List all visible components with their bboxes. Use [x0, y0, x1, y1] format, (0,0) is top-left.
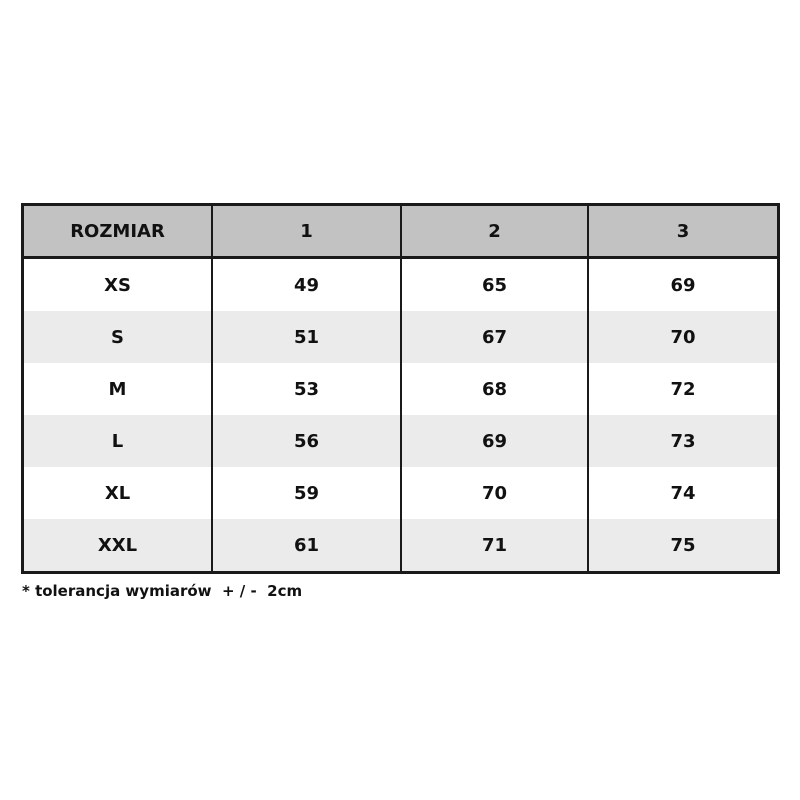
header-cell: ROZMIAR: [24, 206, 213, 256]
measurement-cell: 75: [670, 534, 696, 556]
size-table: ROZMIAR 1 2 3 XS 49 65 69 S 51 67 70 M 53 68 72 L 56 6…: [21, 203, 780, 574]
measurement-cell: 61: [213, 519, 402, 571]
measurement-cell: 72: [670, 378, 696, 400]
header-cell: 3: [676, 220, 690, 242]
table-row: XL 59 70 74: [24, 467, 777, 519]
table-header: ROZMIAR 1 2 3: [24, 206, 777, 259]
measurement-cell: 74: [670, 482, 696, 504]
size-label-cell: L: [24, 415, 213, 467]
measurement-cell: 68: [402, 363, 589, 415]
measurement-cell: 70: [670, 326, 696, 348]
measurement-cell: 73: [670, 430, 696, 452]
table-row: XXL 61 71 75: [24, 519, 777, 571]
header-cell: 2: [402, 206, 589, 256]
measurement-cell: 59: [213, 467, 402, 519]
table-row: L 56 69 73: [24, 415, 777, 467]
measurement-cell: 56: [213, 415, 402, 467]
header-cell: 1: [213, 206, 402, 256]
measurement-cell: 53: [213, 363, 402, 415]
table-row: XS 49 65 69: [24, 259, 777, 311]
tolerance-note: * tolerancja wymiarów + / - 2cm: [22, 582, 303, 600]
measurement-cell: 51: [213, 311, 402, 363]
measurement-cell: 71: [402, 519, 589, 571]
measurement-cell: 67: [402, 311, 589, 363]
measurement-cell: 70: [402, 467, 589, 519]
measurement-cell: 65: [402, 259, 589, 311]
measurement-cell: 69: [402, 415, 589, 467]
size-label-cell: XS: [24, 259, 213, 311]
table-row: S 51 67 70: [24, 311, 777, 363]
size-label-cell: M: [24, 363, 213, 415]
size-label-cell: S: [24, 311, 213, 363]
measurement-cell: 49: [213, 259, 402, 311]
size-label-cell: XXL: [24, 519, 213, 571]
measurement-cell: 69: [670, 274, 696, 296]
size-label-cell: XL: [24, 467, 213, 519]
table-row: M 53 68 72: [24, 363, 777, 415]
